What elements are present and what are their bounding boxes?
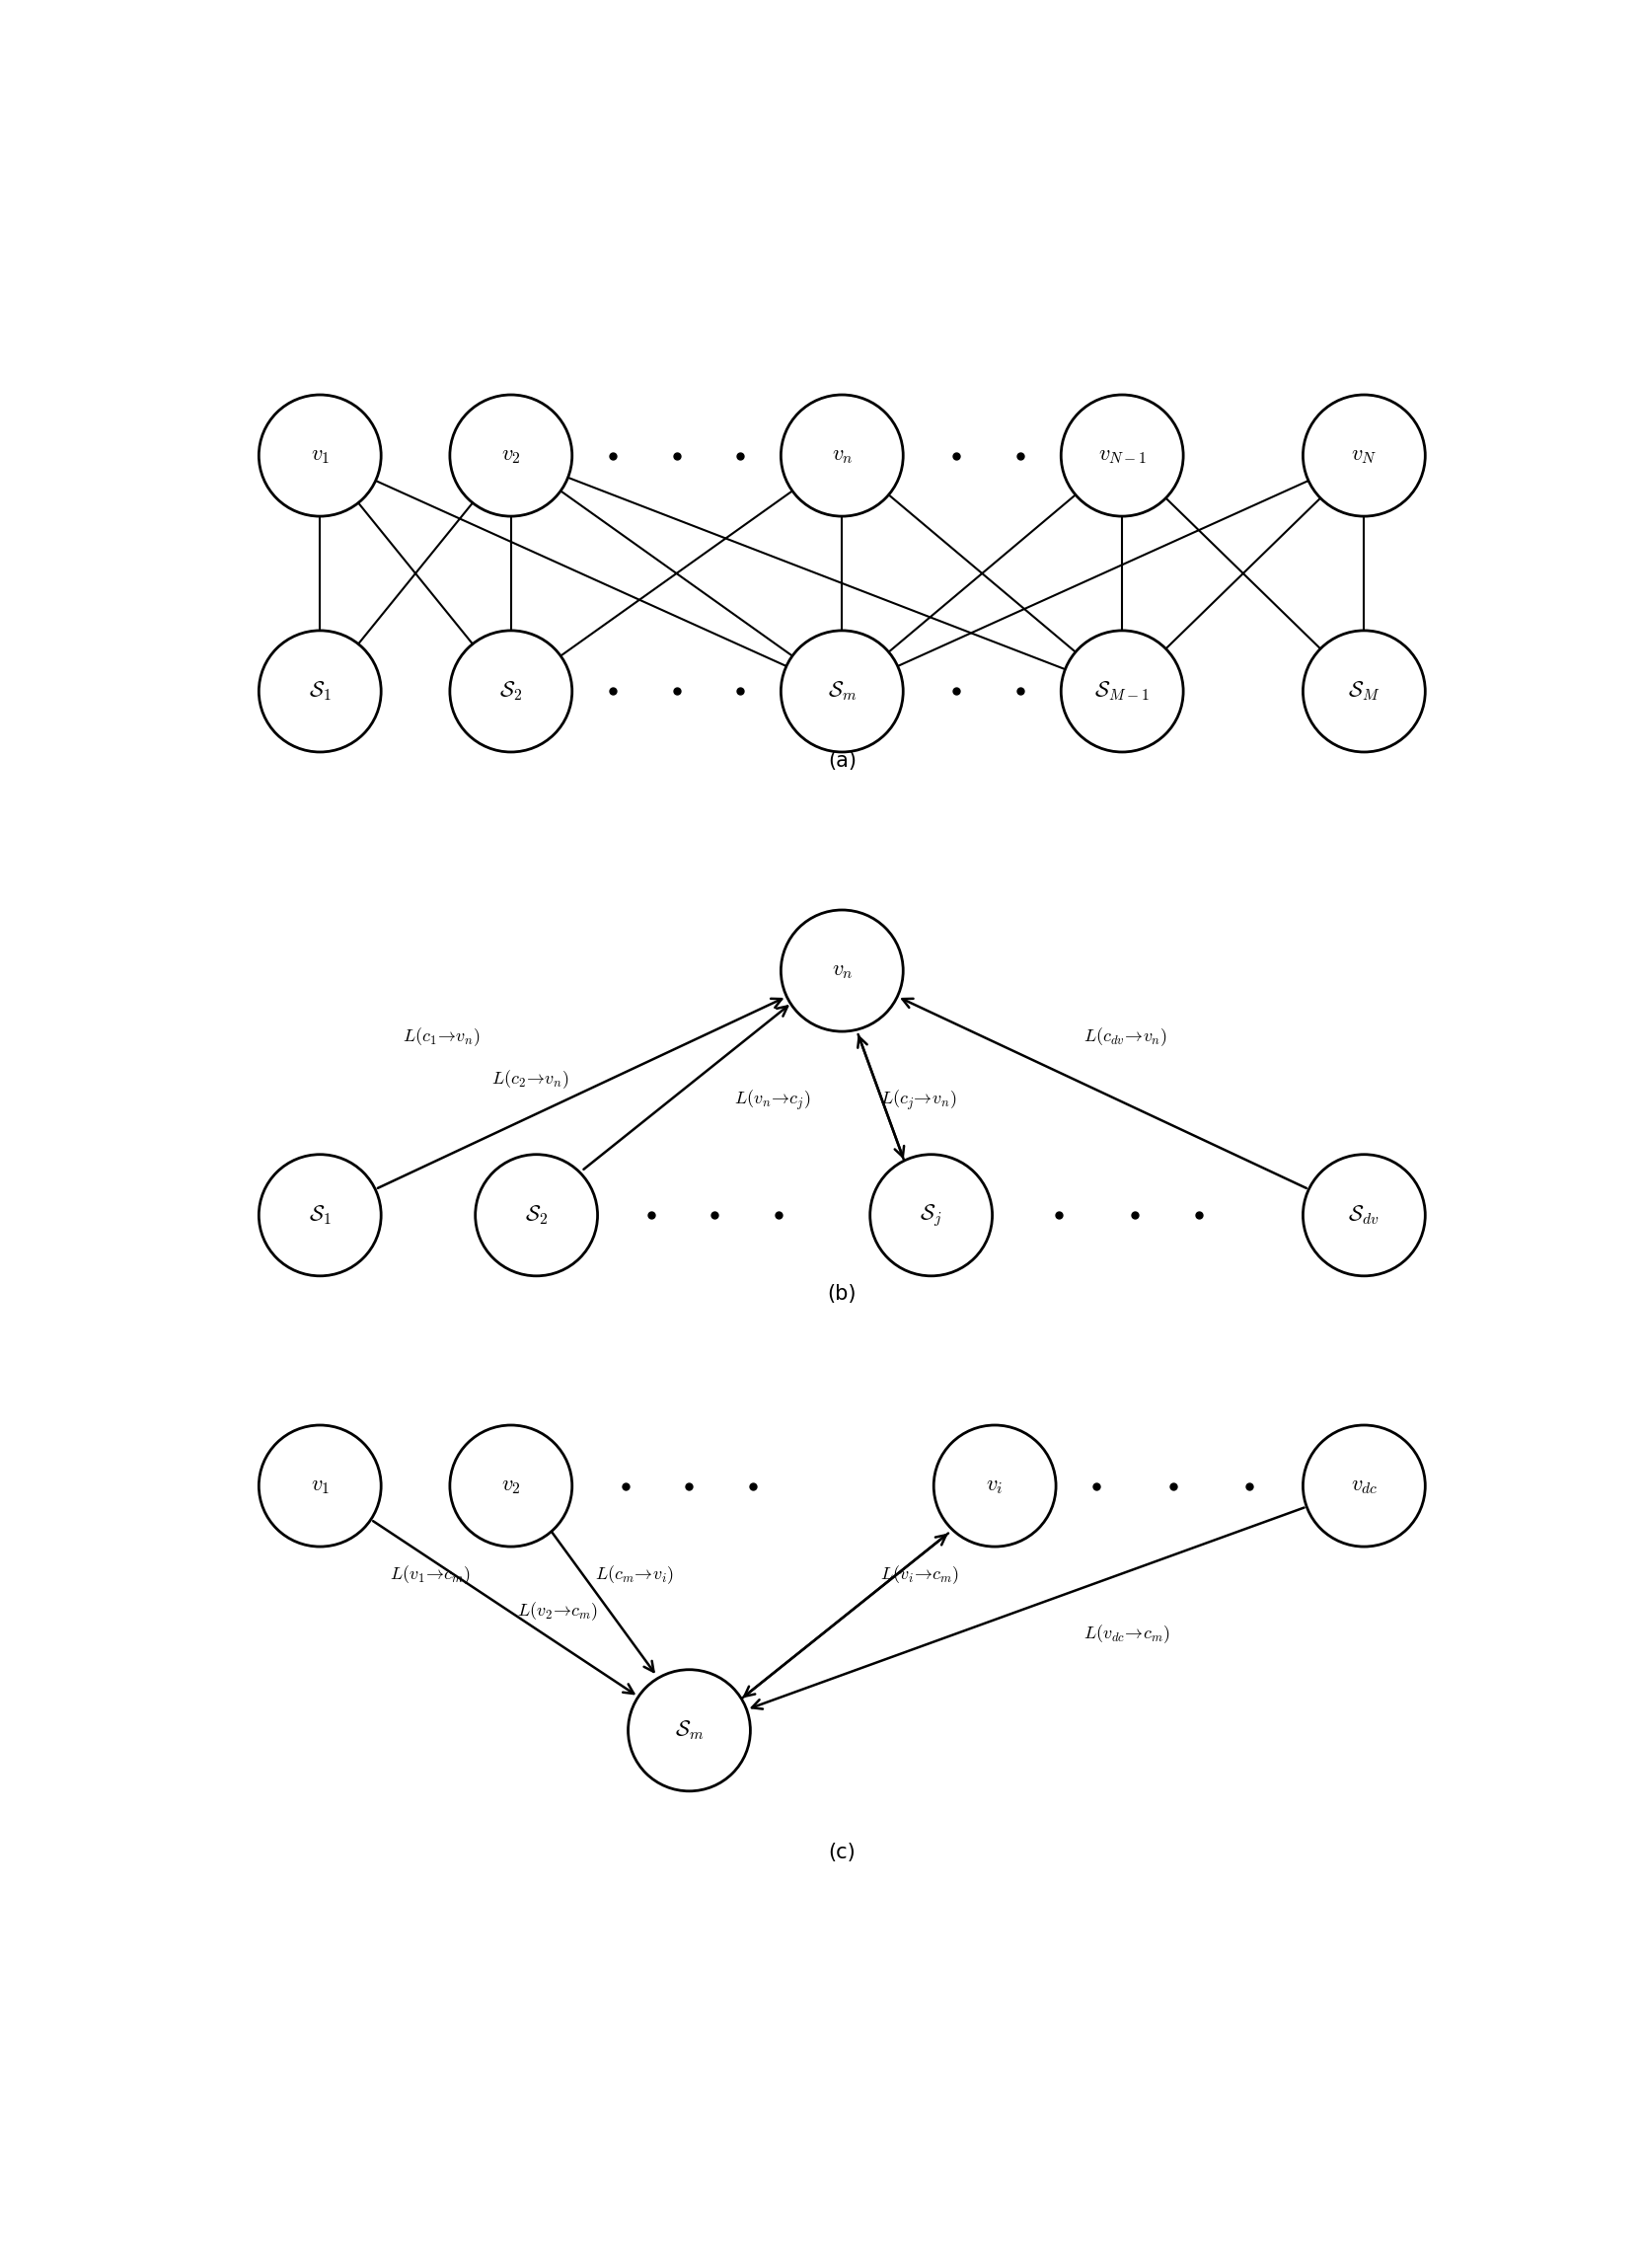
Text: $v_2$: $v_2$	[501, 1476, 521, 1497]
Ellipse shape	[475, 1154, 598, 1277]
Text: (b): (b)	[828, 1284, 855, 1304]
Text: $v_2$: $v_2$	[501, 445, 521, 465]
Ellipse shape	[1302, 631, 1424, 753]
Text: $L(c_{dv} \!\to\! v_n)$: $L(c_{dv} \!\to\! v_n)$	[1084, 1025, 1167, 1048]
Ellipse shape	[1302, 1154, 1424, 1277]
Text: $\mathcal{S}_m$: $\mathcal{S}_m$	[828, 680, 855, 703]
Text: $\mathcal{S}_2$: $\mathcal{S}_2$	[499, 680, 522, 703]
Text: $\mathcal{S}_m$: $\mathcal{S}_m$	[675, 1719, 703, 1742]
Ellipse shape	[1061, 395, 1182, 517]
Ellipse shape	[780, 395, 903, 517]
Text: $L(v_i \!\to\! c_m)$: $L(v_i \!\to\! c_m)$	[880, 1563, 959, 1585]
Text: (a): (a)	[828, 751, 855, 771]
Text: $L(c_1 \!\to\! v_n)$: $L(c_1 \!\to\! v_n)$	[402, 1025, 479, 1048]
Text: $L(v_2 \!\to\! c_m)$: $L(v_2 \!\to\! c_m)$	[517, 1601, 598, 1624]
Text: $L(c_m \!\to\! v_i)$: $L(c_m \!\to\! v_i)$	[594, 1563, 673, 1585]
Text: $v_N$: $v_N$	[1350, 445, 1376, 465]
Ellipse shape	[627, 1669, 750, 1792]
Text: $L(v_{dc} \!\to\! c_m)$: $L(v_{dc} \!\to\! c_m)$	[1084, 1624, 1169, 1647]
Ellipse shape	[870, 1154, 992, 1277]
Text: $v_1$: $v_1$	[310, 445, 330, 465]
Ellipse shape	[1302, 395, 1424, 517]
Ellipse shape	[259, 631, 381, 753]
Text: $L(v_n \!\to\! c_j)$: $L(v_n \!\to\! c_j)$	[734, 1089, 810, 1111]
Ellipse shape	[780, 631, 903, 753]
Ellipse shape	[450, 1424, 571, 1547]
Text: $\mathcal{S}_{M-1}$: $\mathcal{S}_{M-1}$	[1094, 680, 1149, 703]
Text: $L(c_2 \!\to\! v_n)$: $L(c_2 \!\to\! v_n)$	[491, 1068, 568, 1091]
Text: $v_n$: $v_n$	[831, 962, 852, 980]
Text: $L(c_j \!\to\! v_n)$: $L(c_j \!\to\! v_n)$	[880, 1089, 956, 1111]
Text: $v_1$: $v_1$	[310, 1476, 330, 1497]
Ellipse shape	[1302, 1424, 1424, 1547]
Ellipse shape	[259, 1154, 381, 1277]
Text: $\mathcal{S}_2$: $\mathcal{S}_2$	[524, 1204, 548, 1227]
Text: $\mathcal{S}_{dv}$: $\mathcal{S}_{dv}$	[1348, 1204, 1379, 1227]
Text: $v_i$: $v_i$	[985, 1476, 1003, 1497]
Ellipse shape	[259, 1424, 381, 1547]
Text: $\mathcal{S}_j$: $\mathcal{S}_j$	[920, 1202, 943, 1229]
Ellipse shape	[933, 1424, 1056, 1547]
Text: $L(v_1 \!\to\! c_m)$: $L(v_1 \!\to\! c_m)$	[389, 1563, 471, 1585]
Text: $\mathcal{S}_M$: $\mathcal{S}_M$	[1346, 680, 1379, 703]
Text: $\mathcal{S}_1$: $\mathcal{S}_1$	[309, 680, 332, 703]
Ellipse shape	[1061, 631, 1182, 753]
Text: (c): (c)	[828, 1842, 855, 1862]
Text: $\mathcal{S}_1$: $\mathcal{S}_1$	[309, 1204, 332, 1227]
Text: $v_{dc}$: $v_{dc}$	[1350, 1476, 1378, 1497]
Ellipse shape	[780, 909, 903, 1032]
Ellipse shape	[450, 631, 571, 753]
Ellipse shape	[450, 395, 571, 517]
Ellipse shape	[259, 395, 381, 517]
Text: $v_n$: $v_n$	[831, 445, 852, 465]
Text: $v_{N-1}$: $v_{N-1}$	[1097, 445, 1146, 465]
